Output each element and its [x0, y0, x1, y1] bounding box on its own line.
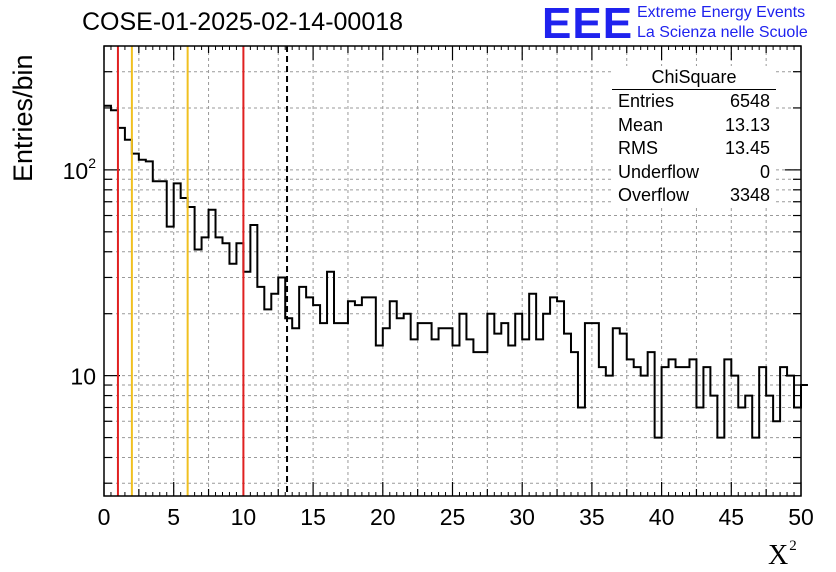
stats-label: Mean	[618, 114, 664, 135]
stats-box: ChiSquare Entries 6548 Mean 13.13 RMS 13…	[612, 66, 776, 208]
stats-row-underflow: Underflow 0	[612, 161, 776, 185]
stats-value: 6548	[729, 91, 770, 111]
eee-logo-line1: Extreme Energy Events	[637, 4, 806, 21]
x-tick-label: 25	[440, 504, 466, 530]
x-tick-label: 40	[649, 504, 675, 530]
stats-value: 3348	[729, 185, 770, 205]
stats-value: 13.45	[724, 138, 770, 158]
plot-frame	[103, 45, 802, 497]
stats-label: Underflow	[618, 161, 700, 182]
x-axis-label: X2	[768, 538, 797, 572]
x-tick-label: 30	[509, 504, 535, 530]
x-tick-label: 15	[300, 504, 326, 530]
x-tick-label: 20	[370, 504, 396, 530]
stats-label: Entries	[618, 91, 675, 111]
y-tick-label-exponent: 2	[88, 155, 96, 171]
grid-lines	[104, 45, 801, 496]
stats-title: ChiSquare	[612, 66, 776, 90]
histogram-series	[104, 104, 808, 439]
x-tick-label: 35	[579, 504, 605, 530]
reference-lines	[116, 46, 289, 496]
y-tick-label: 10	[70, 364, 96, 390]
x-tick-label: 50	[788, 504, 814, 530]
eee-logo-line2: La Scienza nelle Scuole	[637, 24, 808, 41]
stats-row-overflow: Overflow 3348	[612, 184, 776, 208]
y-axis-label: Entries/bin	[8, 54, 38, 182]
x-tick-label: 0	[98, 504, 111, 530]
stats-value: 0	[759, 161, 770, 182]
stats-row-rms: RMS 13.45	[612, 137, 776, 161]
stats-label: Overflow	[618, 185, 690, 205]
x-axis-label-exponent: 2	[789, 538, 797, 554]
x-axis-label-base: X	[768, 540, 789, 571]
y-tick-label-base: 10	[70, 364, 96, 390]
chart-title: COSE-01-2025-02-14-00018	[82, 8, 404, 36]
y-tick-label-base: 10	[63, 158, 89, 184]
stats-label: RMS	[618, 138, 658, 158]
x-tick-label: 45	[719, 504, 745, 530]
eee-logo: EEE	[542, 0, 634, 48]
x-tick-label: 5	[167, 504, 180, 530]
stats-row-mean: Mean 13.13	[612, 114, 776, 138]
stats-value: 13.13	[724, 114, 770, 135]
stats-row-entries: Entries 6548	[612, 90, 776, 114]
y-tick-label: 102	[63, 155, 97, 184]
x-tick-label: 10	[231, 504, 257, 530]
